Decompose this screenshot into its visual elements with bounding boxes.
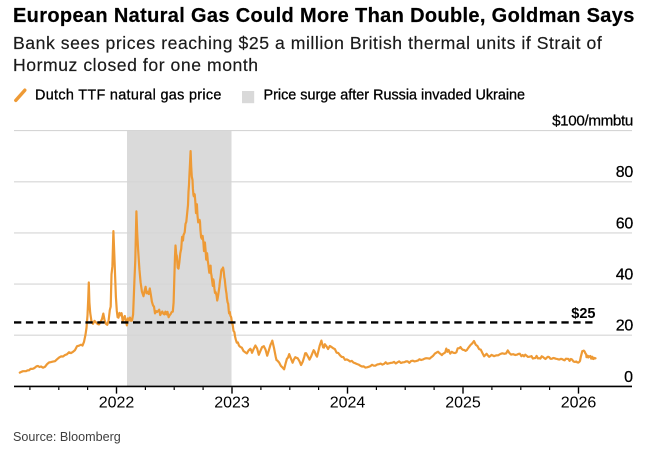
- svg-text:Price surge after Russia invad: Price surge after Russia invaded Ukraine: [264, 88, 526, 104]
- svg-text:$25: $25: [571, 306, 595, 322]
- svg-text:$100/mmbtu: $100/mmbtu: [552, 112, 633, 129]
- svg-text:2023: 2023: [214, 395, 250, 412]
- svg-text:20: 20: [616, 318, 634, 335]
- svg-text:0: 0: [624, 369, 633, 386]
- svg-text:40: 40: [616, 267, 634, 284]
- svg-text:60: 60: [616, 215, 634, 232]
- svg-text:80: 80: [616, 164, 634, 181]
- svg-text:2026: 2026: [561, 395, 597, 412]
- svg-text:2024: 2024: [330, 395, 366, 412]
- svg-text:2025: 2025: [445, 395, 481, 412]
- svg-text:2022: 2022: [99, 395, 135, 412]
- svg-text:Dutch TTF natural gas price: Dutch TTF natural gas price: [35, 88, 222, 104]
